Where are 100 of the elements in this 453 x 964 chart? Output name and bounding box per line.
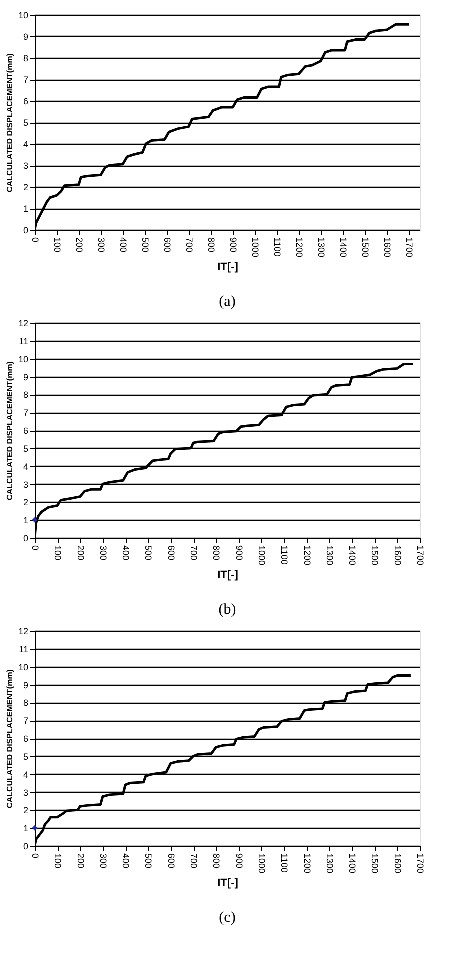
y-tick-label: 3 <box>23 480 28 490</box>
text: (a) <box>219 294 236 310</box>
y-tick-label: 11 <box>19 644 28 654</box>
y-axis-title: CALCULATED DISPLACEMENT(mm) <box>5 361 14 500</box>
x-tick-label: 1000 <box>250 238 260 258</box>
x-tick-label: 900 <box>234 854 244 869</box>
y-tick-label: 10 <box>18 354 28 364</box>
y-axis-title: CALCULATED DISPLACEMENT(mm) <box>5 669 14 808</box>
x-tick-label: 700 <box>184 238 194 253</box>
x-tick-label: 1300 <box>324 854 335 874</box>
y-tick-label: 1 <box>23 824 28 834</box>
y-tick-label: 3 <box>23 788 28 798</box>
x-tick-label: 1700 <box>404 238 414 258</box>
y-tick-label: 9 <box>23 680 28 690</box>
y-tick-label: 5 <box>23 752 28 762</box>
x-tick-label: 1600 <box>382 238 392 258</box>
text: (b) <box>218 602 236 618</box>
x-tick-label: 100 <box>53 854 64 869</box>
y-tick-label: 0 <box>23 226 28 236</box>
x-tick-label: 1300 <box>316 238 326 258</box>
x-tick-label: 400 <box>121 546 132 561</box>
x-tick-label: 200 <box>74 238 84 253</box>
y-tick-label: 11 <box>19 336 28 346</box>
x-tick-label: 1200 <box>302 546 312 566</box>
x-tick-label: 500 <box>144 854 154 869</box>
y-tick-label: 9 <box>23 372 28 382</box>
x-tick-label: 100 <box>53 546 64 561</box>
y-tick-label: 2 <box>23 498 28 508</box>
x-axis-title: IT[-] <box>218 878 239 890</box>
x-tick-label: 100 <box>52 238 62 253</box>
y-tick-label: 4 <box>23 770 28 780</box>
x-tick-label: 600 <box>166 854 176 869</box>
y-tick-label: 5 <box>23 118 28 128</box>
y-tick-label: 7 <box>23 716 28 726</box>
text: (c) <box>219 910 236 926</box>
x-tick-label: 0 <box>30 546 40 551</box>
x-tick-label: 1400 <box>348 546 358 566</box>
y-tick-label: 12 <box>18 318 28 328</box>
x-tick-label: 400 <box>121 854 132 869</box>
x-tick-label: 400 <box>118 238 128 253</box>
x-tick-label: 1100 <box>272 238 282 257</box>
x-axis-title: IT[-] <box>218 570 239 582</box>
x-tick-label: 1600 <box>392 854 403 874</box>
x-tick-label: 1200 <box>294 238 304 258</box>
x-tick-label: 200 <box>76 854 86 869</box>
x-tick-label: 300 <box>98 546 108 561</box>
y-tick-label: 3 <box>23 161 28 171</box>
y-tick-label: 4 <box>23 140 28 150</box>
y-tick-label: 5 <box>23 444 28 454</box>
y-tick-label: 2 <box>23 182 28 192</box>
y-tick-label: 1 <box>23 204 28 214</box>
x-tick-label: 200 <box>76 546 86 561</box>
x-tick-label: 500 <box>140 238 150 253</box>
x-tick-label: 300 <box>96 238 106 253</box>
y-tick-label: 6 <box>23 426 28 436</box>
x-tick-label: 1500 <box>370 854 380 874</box>
x-tick-label: 1600 <box>392 546 403 566</box>
y-tick-label: 0 <box>23 842 28 852</box>
x-tick-label: 300 <box>98 854 108 869</box>
x-tick-label: 1000 <box>256 854 267 874</box>
y-tick-label: 4 <box>23 462 28 472</box>
y-tick-label: 8 <box>23 390 28 400</box>
x-tick-label: 1200 <box>302 854 312 874</box>
y-tick-label: 6 <box>23 734 28 744</box>
x-tick-label: 1000 <box>256 546 267 566</box>
x-tick-label: 500 <box>144 546 154 561</box>
x-tick-label: 600 <box>162 238 172 253</box>
y-tick-label: 9 <box>23 32 28 42</box>
x-tick-label: 800 <box>212 546 222 561</box>
x-tick-label: 1400 <box>338 238 348 258</box>
y-tick-label: 8 <box>23 54 28 64</box>
y-tick-label: 2 <box>23 806 28 816</box>
y-tick-label: 12 <box>18 626 28 636</box>
x-tick-label: 1400 <box>348 854 358 874</box>
x-tick-label: 700 <box>189 546 200 561</box>
x-tick-label: 1700 <box>416 854 426 874</box>
x-tick-label: 800 <box>212 854 222 869</box>
y-tick-label: 1 <box>23 516 28 526</box>
y-tick-label: 6 <box>23 96 28 106</box>
y-tick-label: 10 <box>18 10 28 20</box>
y-axis-title: CALCULATED DISPLACEMENT(mm) <box>5 53 14 192</box>
x-tick-label: 700 <box>189 854 200 869</box>
x-tick-label: 0 <box>30 238 40 243</box>
y-tick-label: 7 <box>23 75 28 85</box>
x-tick-label: 1500 <box>370 546 380 566</box>
x-tick-label: 1100 <box>280 854 290 873</box>
y-tick-label: 8 <box>23 698 28 708</box>
y-tick-label: 0 <box>23 534 28 544</box>
x-tick-label: 0 <box>30 854 40 859</box>
x-tick-label: 1500 <box>360 238 370 258</box>
y-tick-label: 10 <box>18 662 28 672</box>
x-tick-label: 600 <box>166 546 176 561</box>
x-tick-label: 1100 <box>280 546 290 565</box>
x-tick-label: 1300 <box>324 546 335 566</box>
x-axis-title: IT[-] <box>218 262 239 274</box>
x-tick-label: 800 <box>206 238 216 253</box>
x-tick-label: 1700 <box>416 546 426 566</box>
y-tick-label: 7 <box>23 408 28 418</box>
x-tick-label: 900 <box>234 546 244 561</box>
x-tick-label: 900 <box>228 238 238 253</box>
